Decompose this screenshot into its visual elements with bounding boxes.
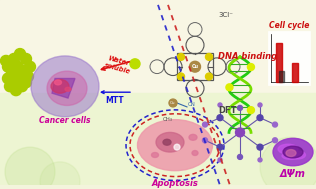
Bar: [0, 93, 316, 185]
Circle shape: [205, 73, 212, 80]
Text: CN: CN: [188, 102, 196, 108]
Circle shape: [40, 162, 80, 189]
Polygon shape: [52, 78, 75, 98]
Circle shape: [21, 53, 32, 64]
Ellipse shape: [51, 79, 69, 93]
Ellipse shape: [290, 151, 306, 159]
Circle shape: [247, 64, 254, 70]
Circle shape: [257, 144, 263, 150]
Circle shape: [272, 122, 277, 127]
Circle shape: [21, 77, 32, 88]
Circle shape: [4, 81, 15, 92]
Ellipse shape: [65, 87, 71, 91]
Text: Cu: Cu: [170, 101, 176, 105]
Circle shape: [178, 73, 185, 80]
Circle shape: [257, 115, 263, 121]
Circle shape: [19, 67, 29, 78]
Circle shape: [22, 71, 33, 82]
Ellipse shape: [283, 146, 303, 158]
Circle shape: [15, 49, 26, 59]
Text: CH₃: CH₃: [163, 117, 173, 122]
Ellipse shape: [47, 71, 87, 105]
Circle shape: [5, 147, 55, 189]
Text: ΔΨm: ΔΨm: [280, 169, 306, 179]
Circle shape: [258, 158, 262, 162]
Ellipse shape: [189, 134, 197, 140]
Circle shape: [190, 61, 200, 72]
Ellipse shape: [137, 120, 212, 171]
Circle shape: [272, 138, 277, 143]
Bar: [279, 71, 284, 82]
Ellipse shape: [282, 153, 300, 159]
Circle shape: [238, 154, 242, 159]
Circle shape: [25, 61, 35, 72]
Ellipse shape: [156, 132, 184, 152]
Bar: [268, 31, 310, 85]
Circle shape: [235, 128, 245, 137]
Ellipse shape: [54, 80, 62, 85]
Circle shape: [203, 138, 208, 143]
Circle shape: [130, 59, 140, 69]
Bar: [292, 63, 298, 82]
Circle shape: [9, 53, 20, 64]
Circle shape: [218, 103, 222, 107]
Circle shape: [247, 107, 254, 114]
Text: Cancer cells: Cancer cells: [39, 116, 91, 125]
Bar: [276, 43, 282, 82]
Text: DNA binding: DNA binding: [218, 52, 277, 61]
Ellipse shape: [192, 151, 198, 156]
Text: Cell cycle: Cell cycle: [269, 21, 309, 30]
Circle shape: [13, 61, 23, 72]
Circle shape: [10, 85, 21, 96]
Circle shape: [260, 137, 316, 189]
Circle shape: [226, 84, 233, 91]
Text: DFT: DFT: [218, 106, 236, 115]
Text: MTT: MTT: [106, 96, 124, 105]
Circle shape: [203, 122, 208, 127]
Circle shape: [238, 105, 242, 110]
Bar: [177, 53, 213, 81]
Circle shape: [1, 55, 11, 66]
Bar: [0, 0, 316, 93]
Ellipse shape: [278, 144, 298, 154]
Circle shape: [218, 158, 222, 162]
Ellipse shape: [151, 153, 159, 157]
Ellipse shape: [163, 139, 171, 145]
Circle shape: [217, 115, 223, 121]
Circle shape: [16, 81, 27, 92]
Circle shape: [3, 61, 14, 72]
Circle shape: [174, 144, 180, 150]
Text: Cu: Cu: [191, 64, 198, 69]
Circle shape: [15, 71, 26, 82]
Text: 3Cl⁻: 3Cl⁻: [218, 12, 233, 18]
Circle shape: [178, 53, 185, 60]
Text: Apoptosis: Apoptosis: [152, 179, 198, 187]
Circle shape: [169, 99, 177, 107]
Ellipse shape: [31, 56, 99, 117]
Circle shape: [217, 144, 223, 150]
Circle shape: [9, 77, 20, 88]
Ellipse shape: [273, 138, 313, 166]
Circle shape: [258, 103, 262, 107]
Ellipse shape: [286, 149, 296, 156]
Circle shape: [205, 53, 212, 60]
Text: Water
soluble: Water soluble: [103, 55, 133, 74]
Circle shape: [3, 73, 14, 84]
Circle shape: [7, 67, 17, 78]
